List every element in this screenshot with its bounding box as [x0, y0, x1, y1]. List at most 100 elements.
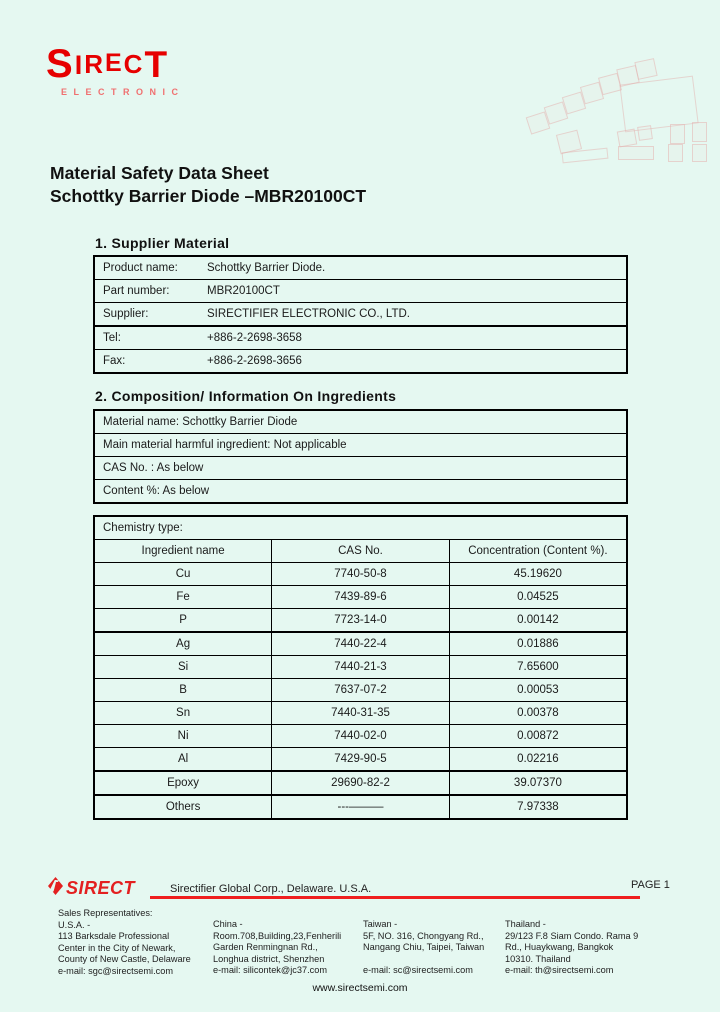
cas-number: 7440-31-35 [271, 701, 450, 725]
contact-line: County of New Castle, Delaware [58, 954, 191, 965]
contact-email: e-mail: sgc@sirectsemi.com [58, 965, 174, 976]
composition-row: Material name: Schottky Barrier Diode [93, 409, 628, 434]
footer-brand-text: SIRECT [66, 878, 136, 898]
concentration-value: 0.00142 [448, 608, 628, 633]
logo-subtitle: ELECTRONIC [61, 87, 185, 97]
contact-line: Sales Representatives: [58, 908, 153, 918]
concentration-value: 0.00378 [448, 701, 628, 725]
contact-line [363, 954, 484, 966]
supplier-row-label: Product name: [93, 255, 199, 280]
document-title-line2: Schottky Barrier Diode –MBR20100CT [50, 185, 367, 206]
document-title: Material Safety Data Sheet Schottky Barr… [50, 162, 366, 207]
cas-number: 7440-22-4 [271, 631, 450, 656]
table-row: B 7637-07-2 0.00053 [93, 678, 628, 702]
table-row: Content %: As below [93, 479, 628, 504]
table-row: CAS No. : As below [93, 456, 628, 480]
col-header-ingredient: Ingredient name [93, 539, 273, 563]
supplier-row-label: Supplier: [93, 302, 199, 327]
cas-number: 29690-82-2 [271, 770, 450, 796]
table-header-row: Ingredient name CAS No. Concentration (C… [93, 539, 628, 563]
supplier-table: Product name: Schottky Barrier Diode. Pa… [93, 255, 628, 374]
table-row: Ni 7440-02-0 0.00872 [93, 724, 628, 748]
supplier-row-value: MBR20100CT [199, 279, 628, 303]
ingredient-name: B [93, 678, 273, 702]
concentration-value: 7.97338 [448, 794, 628, 820]
supplier-row-value: SIRECTIFIER ELECTRONIC CO., LTD. [199, 302, 628, 327]
col-header-concentration: Concentration (Content %). [448, 539, 628, 563]
concentration-value: 0.04525 [448, 585, 628, 609]
table-row: P 7723-14-0 0.00142 [93, 608, 628, 633]
chemistry-table: Chemistry type: Ingredient name CAS No. … [93, 515, 628, 820]
table-row: Fax: +886-2-2698-3656 [93, 349, 628, 374]
table-row: Ag 7440-22-4 0.01886 [93, 631, 628, 656]
table-row: Chemistry type: [93, 515, 628, 540]
table-row: Product name: Schottky Barrier Diode. [93, 255, 628, 280]
composition-row: Main material harmful ingredient: Not ap… [93, 433, 628, 457]
ingredient-name: Fe [93, 585, 273, 609]
contact-china: China - Room.708,Building,23,Fenherili G… [213, 919, 341, 977]
website-url: www.sirectsemi.com [312, 982, 408, 994]
contact-line: China - [213, 919, 243, 929]
supplier-row-label: Tel: [93, 325, 199, 350]
contact-line: Longhua district, Shenzhen [213, 953, 325, 964]
footer-company-line: Sirectifier Global Corp., Delaware. U.S.… [170, 883, 372, 895]
concentration-value: 45.19620 [448, 562, 628, 586]
supplier-row-value: Schottky Barrier Diode. [199, 255, 628, 280]
cas-number: 7440-21-3 [271, 655, 450, 679]
chemistry-caption: Chemistry type: [93, 515, 628, 540]
table-row: Material name: Schottky Barrier Diode [93, 409, 628, 434]
flame-diamond-icon [48, 877, 63, 900]
logo-letter: R [84, 49, 103, 79]
page-number: PAGE 1 [631, 879, 670, 891]
sirect-logo-wordmark: S I R E C T [46, 44, 185, 84]
composition-row: CAS No. : As below [93, 456, 628, 480]
logo-letter: S [46, 42, 73, 86]
composition-row: Content %: As below [93, 479, 628, 504]
col-header-cas: CAS No. [271, 539, 450, 563]
contact-email: e-mail: th@sirectsemi.com [505, 965, 614, 976]
table-row: Tel: +886-2-2698-3658 [93, 325, 628, 350]
contact-email: e-mail: sc@sirectsemi.com [363, 965, 473, 976]
section2-heading: 2. Composition/ Information On Ingredien… [95, 388, 397, 404]
contact-line: Center in the City of Newark, [58, 942, 176, 953]
logo-letter: C [123, 49, 143, 79]
red-stamp-watermark-icon [522, 22, 708, 164]
sirect-logo: S I R E C T ELECTRONIC [46, 44, 185, 97]
table-row: Fe 7439-89-6 0.04525 [93, 585, 628, 609]
logo-letter: T [144, 44, 168, 85]
contact-thailand: Thailand - 29/123 F.8 Siam Condo. Rama 9… [505, 919, 638, 977]
cas-number: 7637-07-2 [271, 678, 450, 702]
supplier-row-value: +886-2-2698-3658 [199, 325, 628, 350]
contact-line: Taiwan - [363, 919, 398, 929]
cas-number: ---——— [271, 794, 450, 820]
logo-letter: I [74, 50, 83, 80]
cas-number: 7723-14-0 [271, 608, 450, 633]
footer-red-divider [150, 896, 640, 899]
table-row: Part number: MBR20100CT [93, 279, 628, 303]
composition-table: Material name: Schottky Barrier Diode Ma… [93, 409, 628, 504]
contact-line: Rd., Huaykwang, Bangkok [505, 942, 614, 953]
contact-email: e-mail: silicontek@jc37.com [213, 965, 327, 976]
cas-number: 7429-90-5 [271, 747, 450, 772]
logo-letter: E [104, 49, 122, 77]
concentration-value: 0.01886 [448, 631, 628, 656]
document-title-line1: Material Safety Data Sheet [50, 163, 269, 183]
section1-heading: 1. Supplier Material [95, 235, 230, 251]
contact-line: Thailand - [505, 919, 546, 929]
contact-line: 29/123 F.8 Siam Condo. Rama 9 [505, 930, 639, 941]
supplier-row-label: Fax: [93, 349, 199, 374]
concentration-value: 39.07370 [448, 770, 628, 796]
ingredient-name: Si [93, 655, 273, 679]
concentration-value: 0.02216 [448, 747, 628, 772]
cas-number: 7440-02-0 [271, 724, 450, 748]
table-row: Supplier: SIRECTIFIER ELECTRONIC CO., LT… [93, 302, 628, 327]
ingredient-name: Epoxy [93, 770, 273, 796]
cas-number: 7740-50-8 [271, 562, 450, 586]
ingredient-name: Al [93, 747, 273, 772]
footer-sirect-logo: SIRECT [48, 877, 135, 900]
ingredient-name: Ni [93, 724, 273, 748]
table-row: Main material harmful ingredient: Not ap… [93, 433, 628, 457]
table-row: Others ---——— 7.97338 [93, 794, 628, 820]
contact-line: Nangang Chiu, Taipei, Taiwan [363, 942, 485, 953]
contact-line: 113 Barksdale Professional [58, 931, 170, 942]
